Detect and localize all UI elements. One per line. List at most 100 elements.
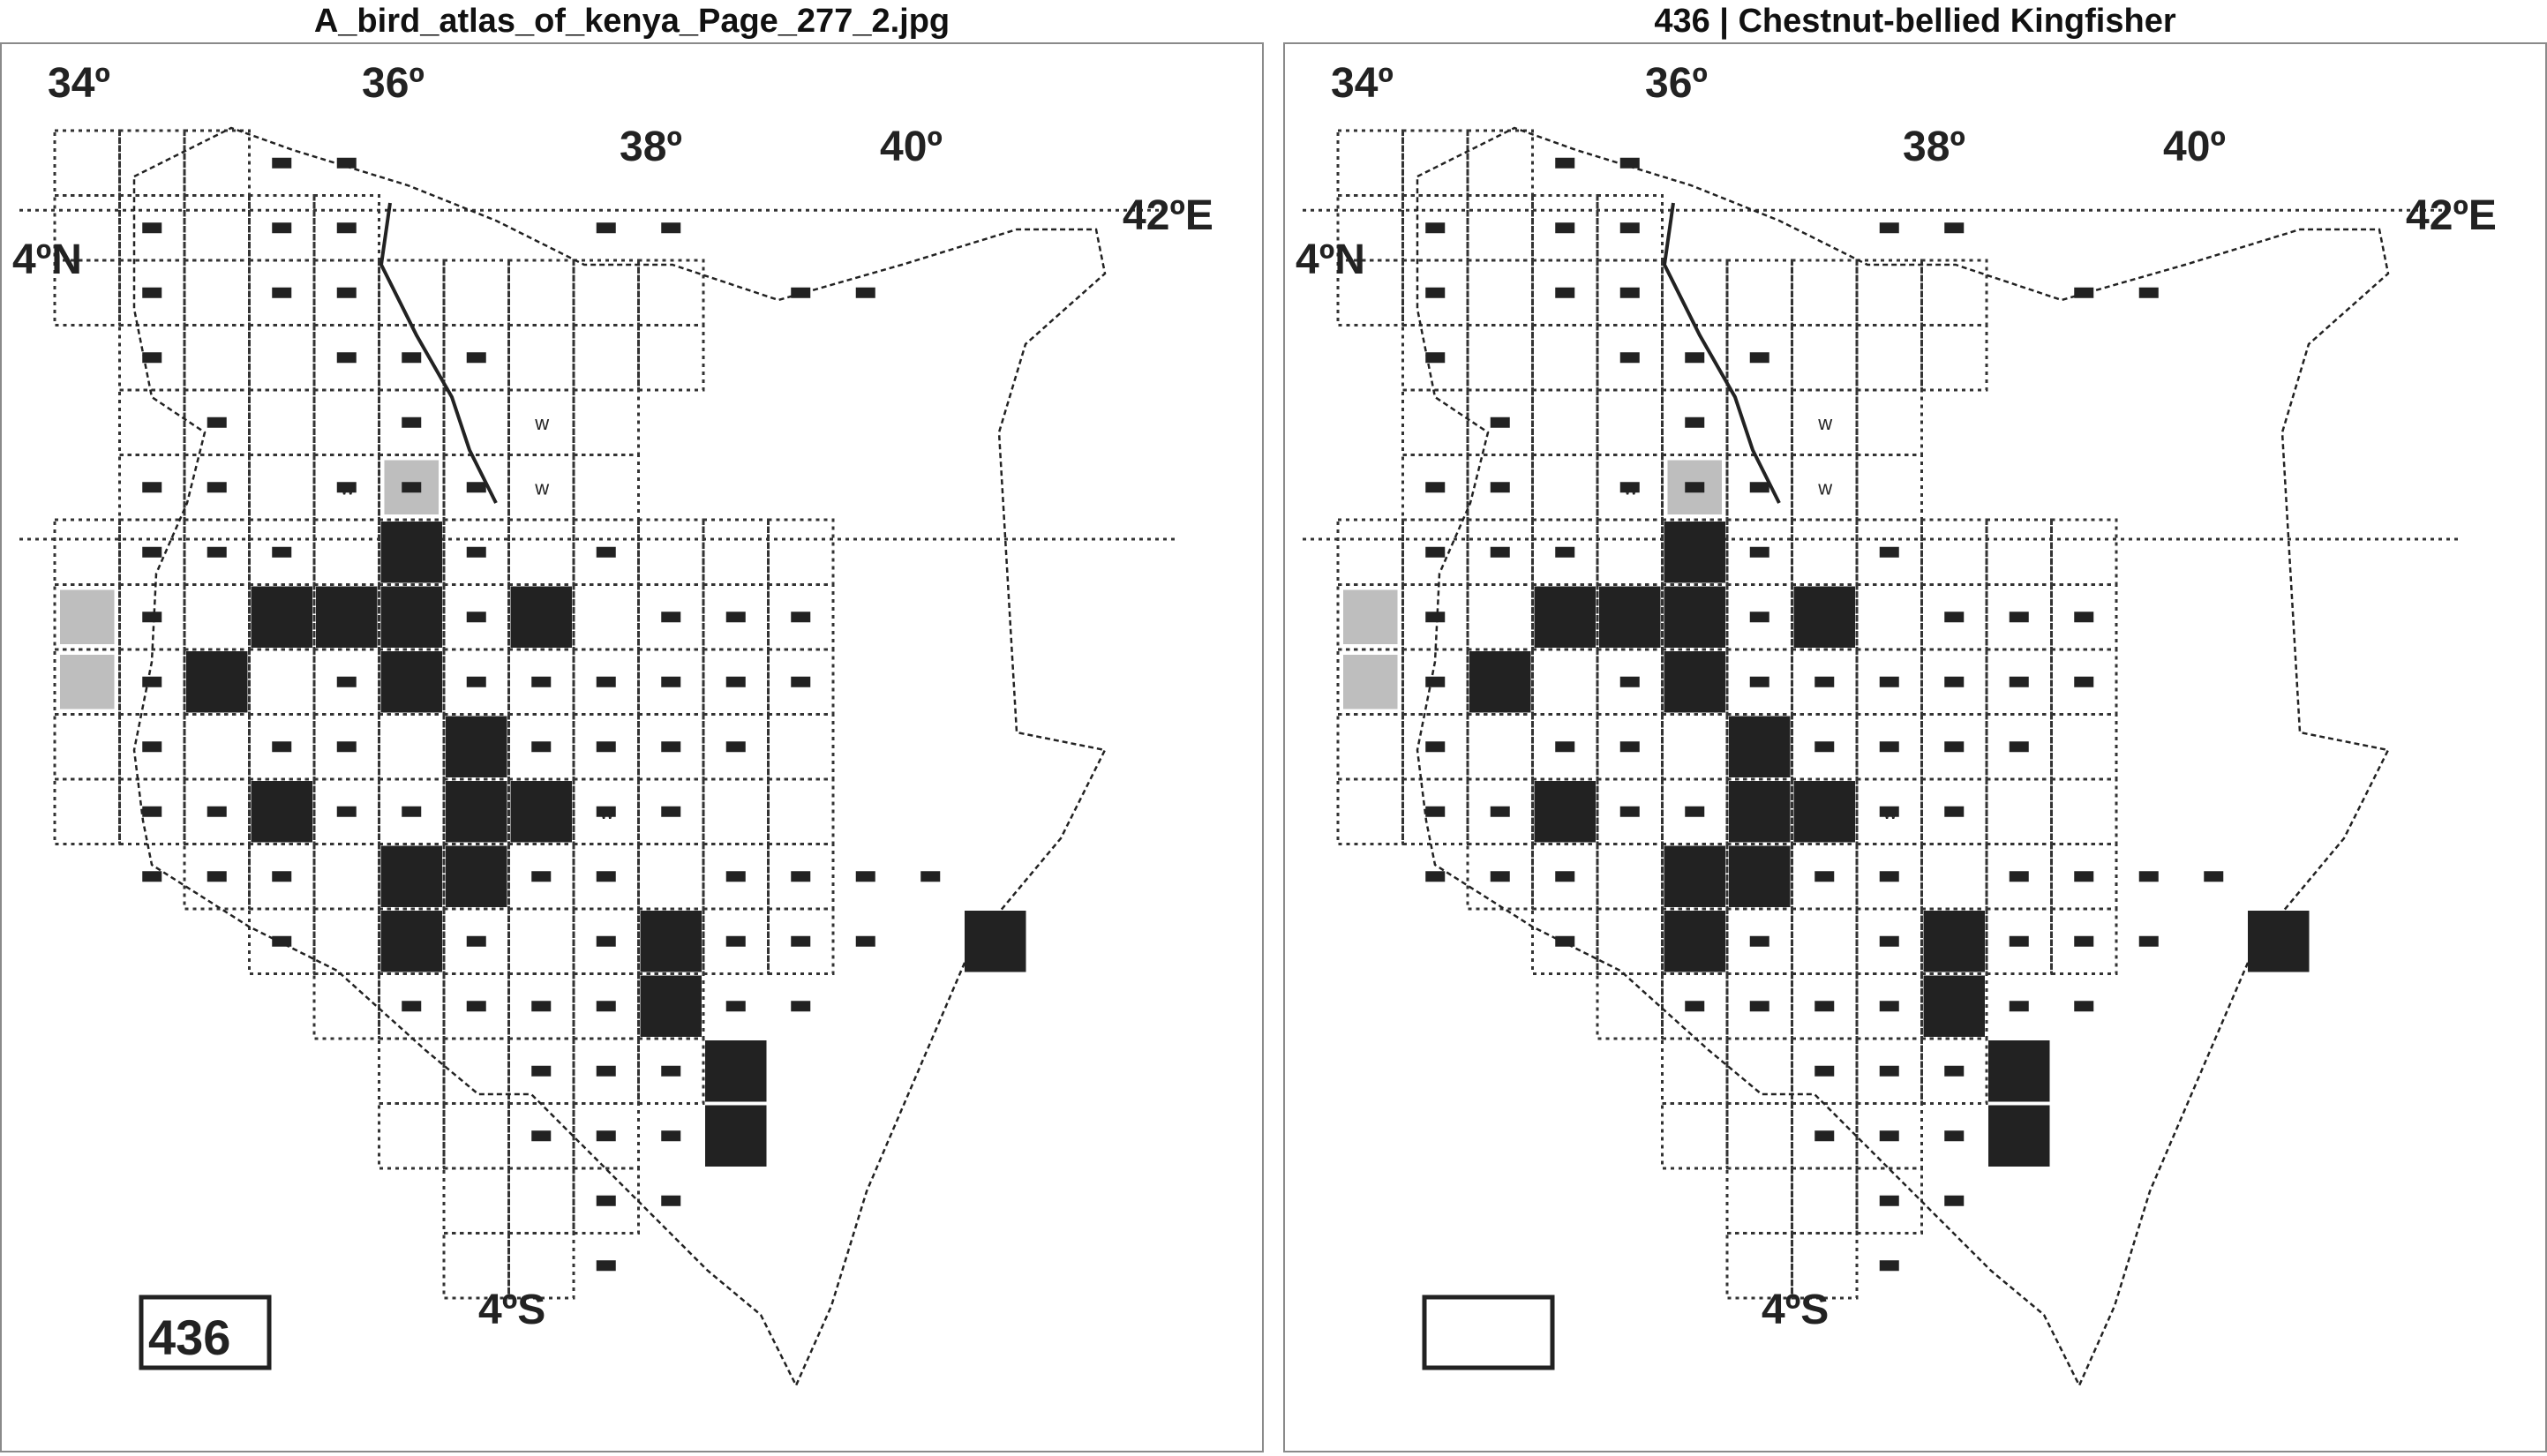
grid-cell [378, 1037, 446, 1105]
record-mark [1425, 676, 1446, 687]
record-mark [661, 676, 681, 687]
grid-cell [1661, 1102, 1729, 1170]
record-mark [142, 222, 162, 234]
breeding-record-square [186, 651, 248, 713]
record-mark [2009, 676, 2029, 687]
grid-cell [1531, 907, 1599, 975]
breeding-record-square [1664, 845, 1725, 907]
record-mark [272, 546, 292, 558]
grid-cell [53, 259, 121, 326]
record-mark [1555, 546, 1575, 558]
record-mark [596, 1260, 616, 1272]
lake-turkana-shore [379, 202, 498, 504]
record-mark [1555, 741, 1575, 753]
breeding-record-square [380, 522, 442, 583]
record-mark [1879, 935, 1899, 947]
record-mark [1749, 482, 1769, 493]
breeding-record-square [1729, 845, 1791, 907]
grid-cell [183, 713, 251, 781]
record-mark [596, 806, 616, 817]
grid-cell [637, 1037, 705, 1105]
right-atlas-map: w w w w 34º 36º 38º 40º 42ºE 4ºN 4ºS [1296, 60, 2497, 1388]
grid-cell [183, 259, 251, 326]
right-panel-title: 436 | Chestnut-bellied Kingfisher [1654, 3, 2176, 40]
breeding-record-square [1599, 586, 1661, 648]
record-mark [2009, 871, 2029, 882]
record-mark [2074, 871, 2094, 882]
record-mark [855, 935, 875, 947]
record-mark [402, 417, 422, 428]
grid-cell [1920, 843, 1988, 911]
breeding-record-square [251, 586, 312, 648]
grid-cell [442, 1102, 510, 1170]
breeding-record-square [380, 586, 442, 648]
grid-cell [767, 777, 835, 845]
record-mark [1944, 222, 1965, 234]
grid-cell [312, 843, 380, 911]
grid-cell [637, 518, 705, 586]
record-mark [336, 157, 357, 169]
record-mark [791, 676, 811, 687]
record-mark [207, 806, 227, 817]
grid-cell [637, 324, 705, 392]
grid-cell [507, 518, 575, 586]
record-mark [725, 676, 746, 687]
record-mark [272, 741, 292, 753]
breeding-record-square [1793, 781, 1855, 843]
record-mark [336, 482, 357, 493]
grid-cell [1466, 324, 1534, 392]
hatched-record-cell [60, 655, 115, 709]
record-mark [1425, 482, 1446, 493]
record-mark [1490, 871, 1510, 882]
species-number-label: 436 [148, 1310, 230, 1365]
grid-cell [1855, 454, 1923, 522]
record-mark [272, 222, 292, 234]
grid-cell [1336, 713, 1404, 781]
record-mark [725, 935, 746, 947]
record-mark [1425, 352, 1446, 364]
record-mark [336, 287, 357, 298]
record-mark [402, 806, 422, 817]
breeding-record-square [2248, 911, 2310, 972]
lat-4n-label: 4ºN [12, 236, 82, 283]
grid-cell [1466, 194, 1534, 262]
record-mark [1879, 1260, 1899, 1272]
record-mark [142, 287, 162, 298]
record-mark [531, 1001, 552, 1012]
left-atlas-map: w w w w 34º 36º 38º 40º 42ºE 4ºN 4ºS 436 [12, 60, 1213, 1388]
record-mark [2009, 741, 2029, 753]
record-mark [1944, 676, 1965, 687]
grid-cell [1920, 324, 1988, 392]
grid-cell [53, 518, 121, 586]
grid-cell [312, 388, 380, 456]
record-mark [1425, 222, 1446, 234]
breeding-record-square [510, 781, 572, 843]
record-mark [661, 1195, 681, 1206]
grid-cell [248, 388, 316, 456]
record-mark [1944, 806, 1965, 817]
record-mark [855, 871, 875, 882]
record-mark [142, 871, 162, 882]
grid-cell [1725, 1232, 1793, 1300]
lon-34-label: 34º [1331, 60, 1394, 107]
breeding-record-square [1988, 1105, 2050, 1167]
record-mark [725, 612, 746, 623]
grid-cell [767, 907, 835, 975]
record-mark [142, 741, 162, 753]
record-mark [531, 871, 552, 882]
grid-cell [312, 518, 380, 586]
record-mark [336, 806, 357, 817]
record-mark [791, 612, 811, 623]
grid-cell [1791, 259, 1859, 326]
record-mark [207, 482, 227, 493]
record-mark [1814, 741, 1835, 753]
breeding-record-square [446, 781, 507, 843]
record-mark [596, 676, 616, 687]
record-mark [791, 871, 811, 882]
lon-34-label: 34º [48, 60, 110, 107]
record-mark [791, 1001, 811, 1012]
record-mark [1879, 1130, 1899, 1142]
record-mark [596, 741, 616, 753]
wintering-w-mark: w [1882, 801, 1897, 823]
record-mark [1944, 1130, 1965, 1142]
